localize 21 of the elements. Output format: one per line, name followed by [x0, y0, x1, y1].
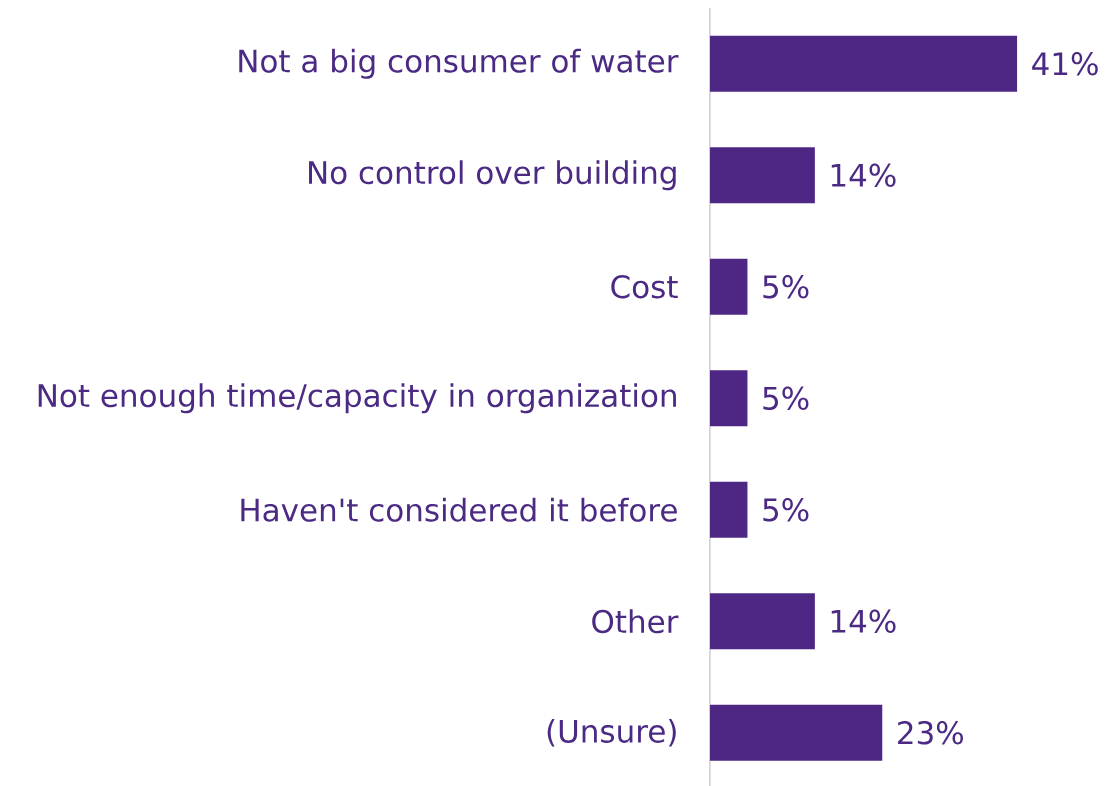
y-tick-label: Not a big consumer of water: [239, 48, 679, 79]
bar: [710, 370, 748, 427]
data-label: 5%: [763, 498, 809, 522]
bar: [710, 258, 748, 315]
y-tick-label: Haven't considered it before: [241, 497, 677, 522]
bar: [710, 147, 815, 204]
bar: [710, 593, 815, 650]
bar: [710, 481, 748, 538]
y-tick-label: Cost: [611, 275, 678, 299]
data-label: 14%: [831, 163, 896, 187]
y-tick-label: No control over building: [309, 160, 676, 191]
bar: [710, 35, 1018, 92]
y-tick-label: (Unsure): [547, 718, 676, 747]
data-label: 14%: [831, 609, 896, 633]
y-tick-label: Not enough time/capacity in organization: [38, 383, 676, 414]
data-label: 41%: [1032, 52, 1098, 76]
data-label: 5%: [763, 275, 809, 299]
y-tick-label: Other: [592, 609, 679, 634]
bar: [710, 704, 883, 761]
data-label: 5%: [763, 386, 809, 410]
data-label: 23%: [898, 721, 963, 745]
